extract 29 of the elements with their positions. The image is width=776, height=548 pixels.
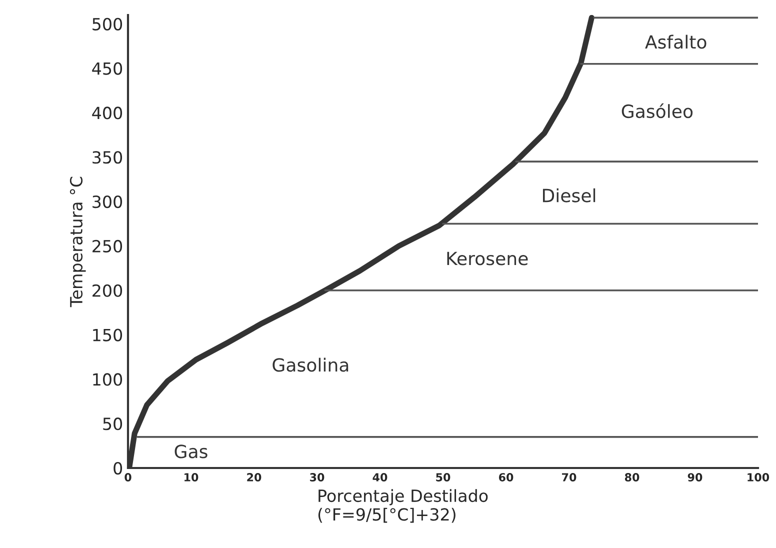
y-tick-label: 100 (93, 373, 122, 386)
y-tick-label: 500 (92, 18, 122, 30)
x-tick-label: 0 (124, 473, 132, 482)
x-tick-label: 40 (372, 473, 388, 482)
x-tick-label: 70 (562, 473, 576, 482)
y-tick-label: 450 (92, 62, 122, 75)
x-tick-label: 20 (247, 473, 262, 482)
y-tick-label: 200 (92, 284, 122, 297)
y-tick-label: 400 (92, 106, 122, 120)
x-tick-label: 80 (624, 473, 640, 482)
annotation: Gas (174, 444, 208, 458)
x-tick-label: 30 (310, 473, 324, 482)
x-tick-label: 100 (748, 473, 770, 482)
x-tick-label: 90 (688, 473, 702, 482)
y-axis-title: Temperatura °C (70, 176, 86, 308)
x-tick-label: 50 (436, 473, 450, 482)
annotation: Gasóleo (622, 103, 693, 118)
y-tick-label: 50 (103, 418, 122, 430)
y-tick-label: 300 (92, 195, 122, 208)
annotation: Asfalto (645, 34, 706, 49)
annotation: Kerosene (447, 252, 528, 266)
annotation: Gasolina (272, 358, 348, 372)
y-tick-label: 250 (92, 240, 122, 253)
y-tick-label: 150 (93, 328, 122, 342)
x-axis-title: Porcentaje Destilado (°F=9/5[°C]+32) (318, 489, 488, 523)
x-tick-label: 60 (498, 473, 514, 482)
y-tick-label: 350 (92, 151, 122, 164)
x-tick-label: 10 (184, 473, 198, 482)
annotation: Diesel (542, 188, 596, 202)
